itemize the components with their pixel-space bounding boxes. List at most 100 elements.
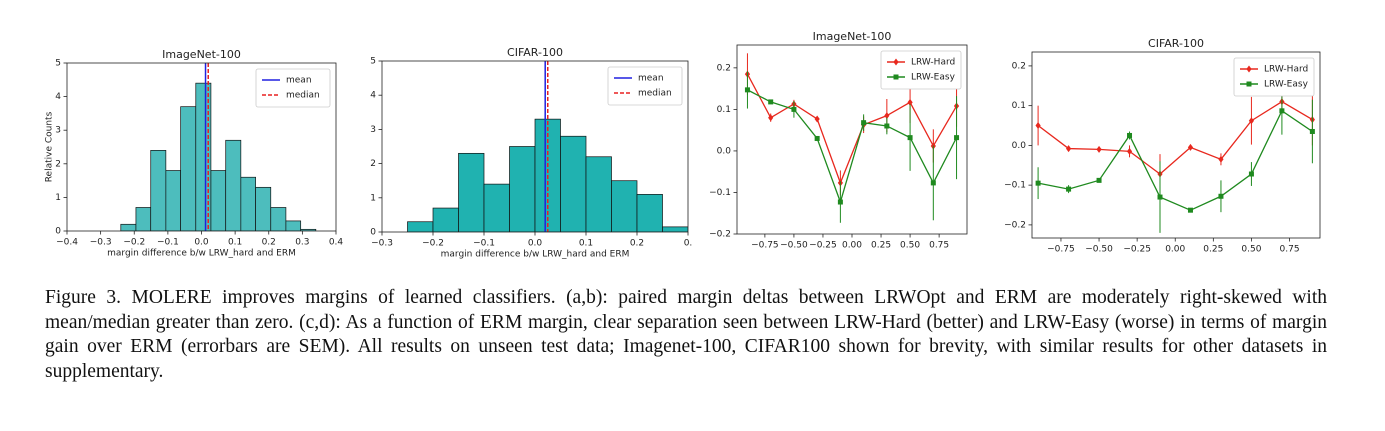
plot-area — [1035, 86, 1315, 233]
legend-box — [607, 66, 683, 106]
axes-frame — [381, 60, 689, 233]
x-tick-label: 0.0 — [194, 238, 209, 248]
marker — [884, 123, 890, 129]
x-tick-label: −0.75 — [1047, 245, 1075, 255]
bar — [662, 226, 688, 232]
x-tick-label: 0.0 — [528, 239, 543, 249]
legend-label: LRW-Hard — [1264, 65, 1308, 75]
bar — [509, 146, 536, 232]
y-tick-label: 2 — [55, 159, 61, 169]
bar — [432, 207, 459, 232]
x-tick-label: 0.50 — [1241, 245, 1261, 255]
y-tick-label: −0.1 — [1004, 181, 1026, 191]
x-tick-label: 0.3 — [295, 238, 309, 248]
marker — [1279, 108, 1285, 114]
x-tick-label: −0.2 — [123, 238, 145, 248]
legend-marker — [1246, 81, 1252, 87]
bar — [285, 220, 302, 231]
x-axis-label: margin difference b/w LRW_hard and ERM — [107, 249, 296, 259]
marker — [1126, 147, 1133, 155]
y-tick-label: 5 — [55, 59, 61, 69]
marker — [1065, 145, 1072, 153]
bar — [135, 207, 152, 231]
legend-label: mean — [286, 76, 312, 86]
marker — [768, 99, 774, 105]
bar — [240, 176, 256, 231]
y-tick-label: 0.0 — [717, 146, 732, 156]
y-tick-label: 1 — [55, 193, 61, 203]
bar — [120, 223, 137, 231]
x-tick-label: 0.75 — [1280, 245, 1300, 255]
x-tick-label: 0. — [684, 239, 693, 249]
legend-label: LRW-Easy — [1264, 80, 1309, 90]
series-line — [747, 89, 958, 205]
legend-box — [255, 68, 331, 108]
y-tick-label: 0.2 — [1012, 61, 1026, 71]
bar — [636, 194, 663, 232]
y-tick-label: 4 — [370, 91, 376, 101]
chart-title: CIFAR-100 — [507, 46, 563, 59]
marker — [930, 180, 936, 186]
y-tick-label: −0.1 — [709, 188, 731, 198]
marker — [837, 199, 843, 205]
chart: ImageNet-100 −0.75 −0.50 −0.25 0.00 0.25 0.50 0… — [709, 30, 968, 251]
bar — [585, 156, 612, 232]
marker — [814, 115, 820, 123]
marker — [1066, 186, 1072, 192]
chart: ImageNet-100 margin difference b/w LRW_ha… — [45, 48, 344, 259]
y-tick-label: 0.1 — [1012, 101, 1026, 111]
chart-title: CIFAR-100 — [1148, 37, 1204, 50]
marker — [1157, 194, 1163, 200]
series-line — [1037, 100, 1313, 175]
x-tick-label: 0.2 — [630, 239, 644, 249]
y-tick-label: 4 — [55, 92, 61, 102]
legend-label: median — [638, 89, 672, 99]
bar — [483, 183, 510, 232]
x-tick-label: −0.1 — [157, 238, 179, 248]
axes-frame — [1031, 51, 1321, 239]
x-tick-label: −0.25 — [1123, 245, 1151, 255]
y-tick-label: 1 — [370, 193, 376, 203]
legend-box — [1233, 57, 1315, 97]
bar — [560, 135, 587, 232]
marker — [884, 112, 890, 120]
legend-label: mean — [638, 74, 664, 84]
legend-box — [880, 50, 962, 90]
bar — [210, 170, 227, 231]
series-line — [1037, 109, 1313, 211]
x-tick-label: −0.4 — [56, 238, 78, 248]
bar — [255, 186, 272, 231]
bar — [195, 82, 212, 231]
marker — [791, 106, 797, 112]
x-axis-label: margin difference b/w LRW_hard and ERM — [441, 250, 630, 260]
marker — [907, 135, 913, 141]
x-tick-label: 0.2 — [262, 238, 276, 248]
y-tick-label: 0.0 — [1012, 141, 1027, 151]
caption: Figure 3. MOLERE improves margins of lea… — [45, 287, 1327, 382]
bar — [458, 152, 485, 232]
x-tick-label: 0.00 — [1165, 245, 1185, 255]
y-axis-label: Relative Counts — [45, 111, 55, 182]
plot-area — [744, 53, 960, 223]
legend-marker — [893, 74, 899, 80]
marker — [744, 87, 750, 93]
marker — [1248, 117, 1255, 125]
x-tick-label: 0.00 — [842, 241, 862, 251]
y-tick-label: 0 — [370, 228, 376, 238]
x-tick-label: 0.1 — [228, 238, 242, 248]
y-tick-label: 3 — [55, 126, 61, 136]
marker — [1096, 145, 1102, 153]
legend-marker — [1246, 65, 1252, 73]
marker — [814, 135, 820, 141]
marker — [1248, 171, 1254, 177]
bar — [270, 207, 287, 231]
y-tick-label: 2 — [370, 159, 376, 169]
series-line — [746, 73, 958, 185]
x-tick-label: −0.25 — [809, 241, 837, 251]
bar — [225, 139, 242, 231]
chart-title: ImageNet-100 — [162, 48, 241, 61]
marker — [1187, 207, 1193, 213]
y-tick-label: 5 — [370, 57, 376, 67]
bar — [180, 106, 197, 231]
marker — [1035, 122, 1041, 130]
